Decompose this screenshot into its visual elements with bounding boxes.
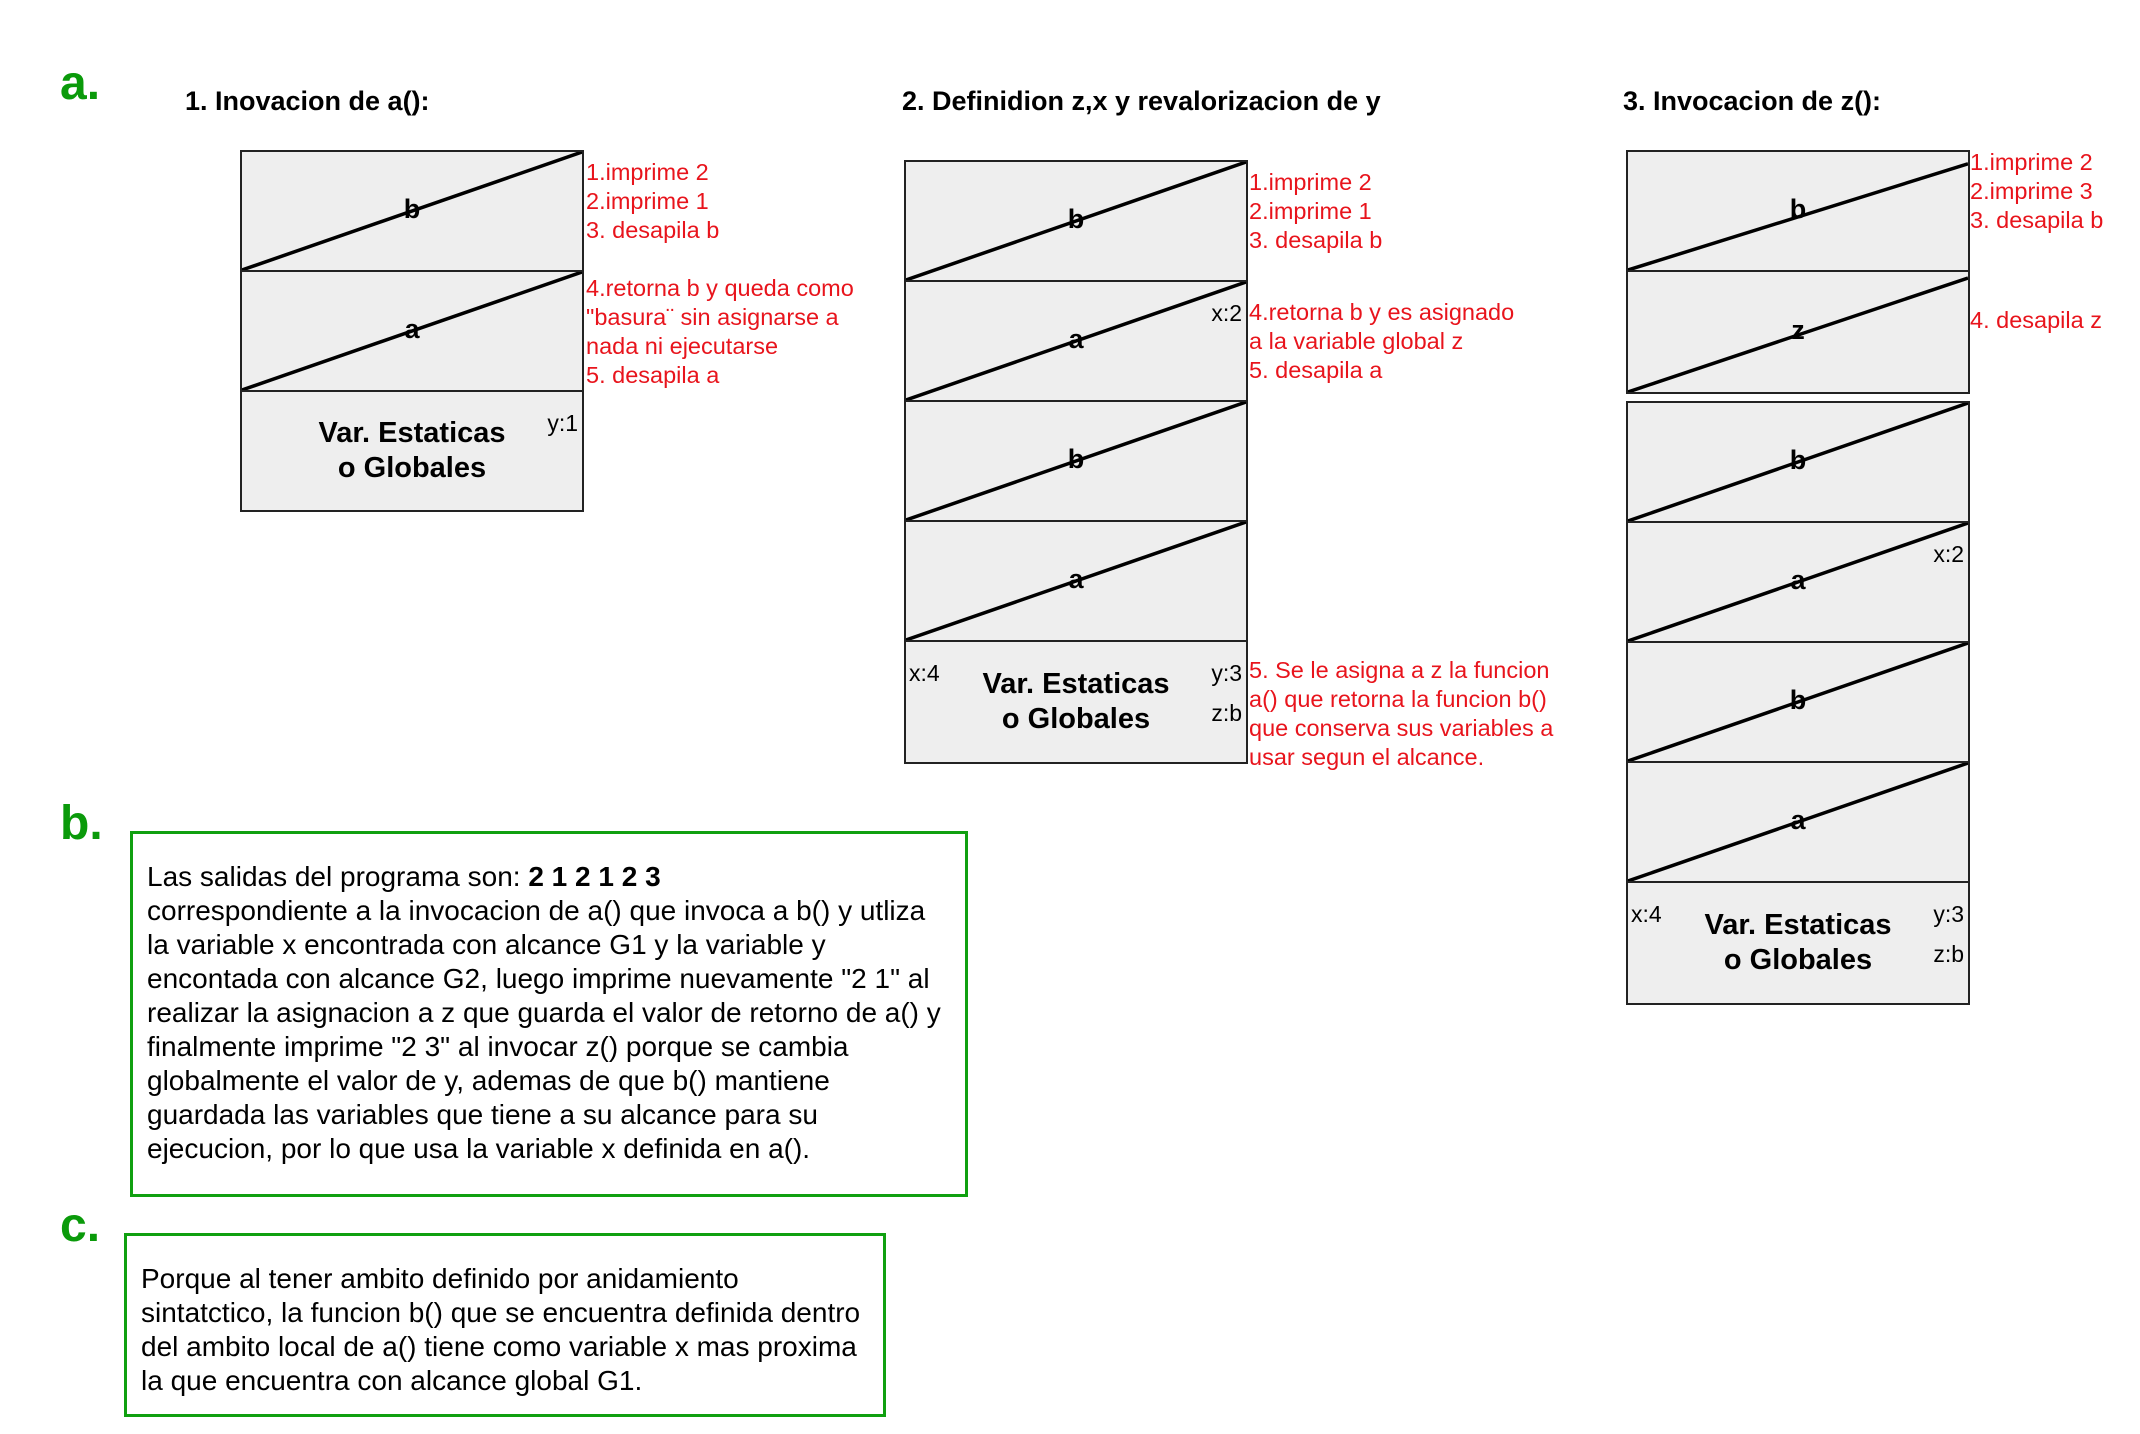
answer-b-line: la variable x encontrada con alcance G1 … [147,929,826,960]
answer-c-line: del ambito local de a() tiene como varia… [141,1331,857,1362]
answer-b-line: encontada con alcance G2, luego imprime … [147,963,930,994]
globals-frame: Var. Estaticas o Globales y:1 [240,390,584,512]
diagram-2-note-2: 4.retorna b y es asignado a la variable g… [1249,299,1515,383]
global-var-z: z:b [1211,700,1242,726]
program-outputs: 2 1 2 1 2 3 [528,861,661,892]
answer-b-line: realizar la asignacion a z que guarda el… [147,997,941,1028]
globals-label: Var. Estaticas o Globales [982,668,1170,735]
diagram-2-note-3: 5. Se le asigna a z la funcion a() que re… [1249,657,1554,770]
global-var-y: y:3 [1211,660,1242,686]
answer-b-line: globalmente el valor de y, ademas de que… [147,1065,830,1096]
stack-frame-a: a [240,270,584,392]
stack-frame-label: z [1791,314,1805,345]
diagram-3-note-1: 1.imprime 2 2.imprime 3 3. desapila b [1970,149,2104,233]
global-var-z: z:b [1933,941,1964,967]
stack-frame-b: b [904,400,1248,522]
stack-frame-b: b [1626,150,1970,272]
answer-b-first-line: Las salidas del programa son: 2 1 2 1 2 … [147,861,661,892]
stack-frame-a: a [904,520,1248,642]
stack-frame-a: a x:2 [1626,521,1970,643]
answer-b-line: finalmente imprime "2 3" al invocar z() … [147,1031,849,1062]
stack-frame-b: b [904,160,1248,282]
globals-label: Var. Estaticas o Globales [1704,909,1892,976]
diagram-1-note-1: 1.imprime 2 2.imprime 1 3. desapila b [586,159,720,243]
stack-frame-b: b [240,150,584,272]
globals-frame: Var. Estaticas o Globales x:4 y:3 z:b [1626,881,1970,1005]
answer-c-line: la que encuentra con alcance global G1. [141,1365,643,1396]
stack-frame-a: a x:2 [904,280,1248,402]
stack-frame-label: b [1789,444,1807,475]
global-var-y: y:3 [1933,901,1964,927]
answer-b-line: ejecucion, por lo que usa la variable x … [147,1133,811,1164]
section-b-label: b. [60,797,103,850]
stack-frame-label: a [404,313,420,344]
answer-c-line: Porque al tener ambito definido por anid… [141,1263,739,1294]
stack-frame-label: a [1790,564,1806,595]
globals-label: Var. Estaticas o Globales [318,417,506,484]
stack-frame-label: a [1068,323,1084,354]
stack-frame-a: a [1626,761,1970,883]
section-a-label: a. [60,57,101,110]
diagram-3-title: 3. Invocacion de z(): [1623,86,1882,116]
global-var-x: x:4 [1631,901,1662,927]
answer-b-box: Las salidas del programa son: 2 1 2 1 2 … [130,831,968,1197]
stack-frame-label: b [1789,193,1807,224]
stack-frame-b: b [1626,401,1970,523]
diagram-2-title: 2. Definidion z,x y revalorizacion de y [902,86,1381,116]
local-var-x: x:2 [1933,541,1964,567]
diagram-1-note-2: 4.retorna b y queda como "basura¨ sin asi… [586,275,854,388]
diagram-3-note-2: 4. desapila z [1970,307,2102,333]
stack-frame-label: b [1067,203,1085,234]
stack-frame-b: b [1626,641,1970,763]
globals-frame: Var. Estaticas o Globales x:4 y:3 z:b [904,640,1248,764]
stack-frame-label: b [1789,684,1807,715]
section-c-label: c. [60,1199,101,1252]
diagram-2-note-1: 1.imprime 2 2.imprime 1 3. desapila b [1249,169,1383,253]
stack-frame-label: a [1790,804,1806,835]
global-var-x: x:4 [909,660,940,686]
stack-frame-label: b [1067,443,1085,474]
stack-frame-z: z [1626,270,1970,394]
diagram-1-title: 1. Inovacion de a(): [185,86,430,116]
stack-frame-label: b [403,193,421,224]
stack-frame-label: a [1068,563,1084,594]
answer-b-line: guardada las variables que tiene a su al… [147,1099,818,1130]
global-var-y: y:1 [547,410,578,436]
local-var-x: x:2 [1211,300,1242,326]
answer-b-line: correspondiente a la invocacion de a() q… [147,895,926,926]
answer-c-box: Porque al tener ambito definido por anid… [124,1233,886,1417]
answer-c-line: sintatctico, la funcion b() que se encue… [141,1297,861,1328]
